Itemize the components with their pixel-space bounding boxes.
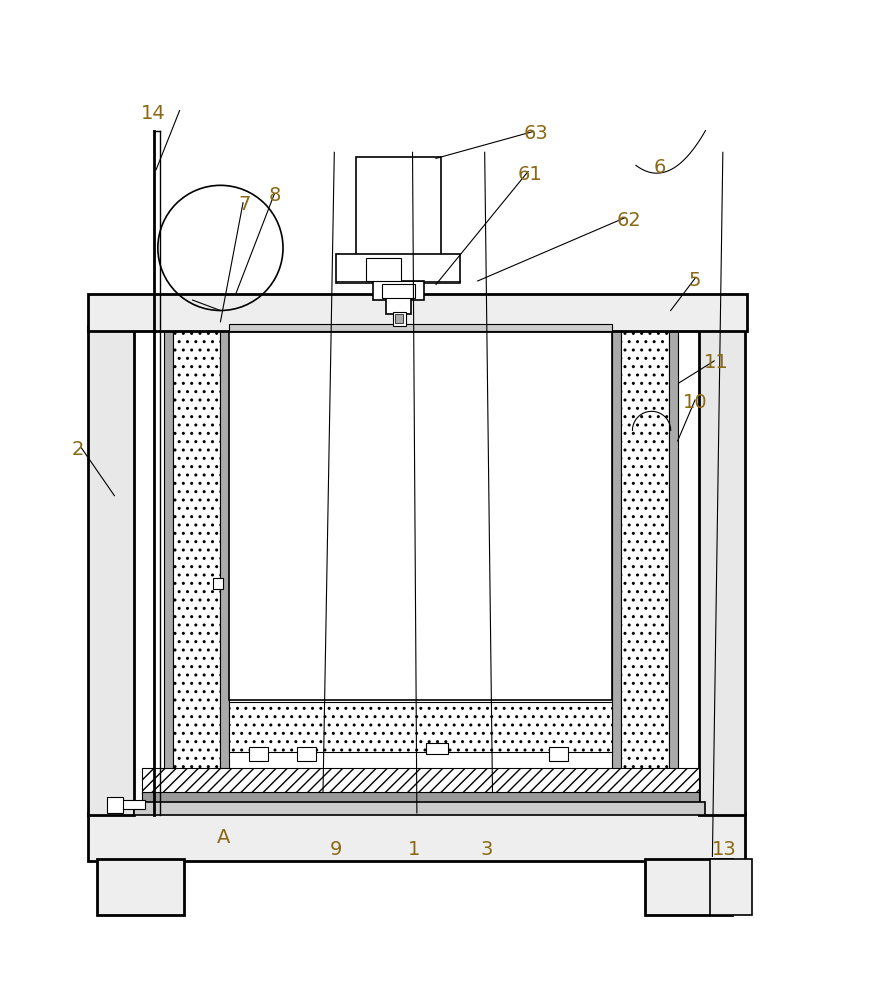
Text: 9: 9: [330, 840, 342, 859]
Bar: [107, 797, 123, 813]
Bar: [213, 578, 223, 589]
Bar: [221, 326, 229, 791]
Bar: [173, 326, 221, 791]
Bar: [229, 702, 611, 752]
Bar: [297, 747, 316, 761]
Text: 11: 11: [704, 353, 728, 372]
Bar: [426, 743, 448, 754]
Bar: [356, 157, 441, 257]
Bar: [395, 314, 403, 323]
Bar: [229, 324, 611, 331]
Text: 5: 5: [689, 271, 701, 290]
Bar: [88, 813, 745, 861]
Bar: [142, 792, 698, 804]
Bar: [97, 859, 184, 915]
Bar: [621, 326, 669, 791]
Bar: [142, 768, 698, 794]
Bar: [110, 800, 145, 809]
Bar: [669, 326, 678, 791]
Bar: [549, 747, 569, 761]
Bar: [88, 326, 133, 815]
Text: A: A: [216, 828, 229, 847]
Text: 14: 14: [141, 104, 166, 123]
Text: 61: 61: [517, 165, 542, 184]
Bar: [644, 859, 732, 915]
Bar: [382, 284, 415, 298]
Bar: [133, 802, 705, 815]
Text: 2: 2: [72, 440, 84, 459]
Text: 63: 63: [523, 124, 548, 143]
Bar: [386, 298, 411, 314]
Text: 7: 7: [239, 195, 251, 214]
Bar: [249, 747, 269, 761]
Text: 10: 10: [683, 393, 707, 412]
Bar: [373, 281, 424, 300]
Bar: [164, 326, 173, 791]
Text: 3: 3: [480, 840, 493, 859]
Bar: [710, 859, 752, 915]
Text: 8: 8: [269, 186, 282, 205]
Text: 13: 13: [712, 840, 737, 859]
Bar: [88, 294, 747, 331]
Bar: [392, 312, 405, 326]
Text: 6: 6: [654, 158, 666, 177]
Text: 1: 1: [408, 840, 420, 859]
Bar: [699, 326, 745, 815]
Bar: [366, 258, 401, 281]
Bar: [336, 254, 460, 283]
Bar: [229, 326, 611, 700]
Bar: [612, 326, 621, 791]
Text: 62: 62: [617, 211, 641, 230]
